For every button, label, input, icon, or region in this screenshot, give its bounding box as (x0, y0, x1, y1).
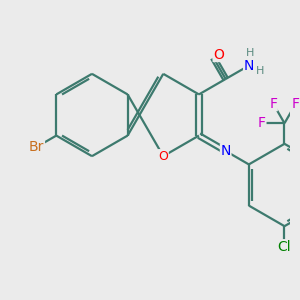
Text: H: H (246, 48, 254, 58)
Text: H: H (256, 66, 265, 76)
Text: O: O (213, 47, 224, 61)
Text: F: F (258, 116, 266, 130)
Text: N: N (220, 144, 231, 158)
Text: Cl: Cl (278, 240, 291, 254)
Text: Br: Br (29, 140, 44, 154)
Text: N: N (244, 58, 254, 73)
Text: O: O (158, 150, 168, 163)
Text: F: F (269, 97, 277, 111)
Text: F: F (292, 97, 300, 111)
